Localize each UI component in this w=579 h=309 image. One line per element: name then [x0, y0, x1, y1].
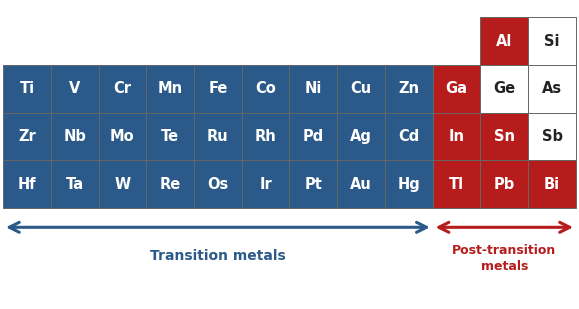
- Text: Cu: Cu: [350, 81, 372, 96]
- Bar: [528, 65, 576, 113]
- Text: Mo: Mo: [110, 129, 135, 144]
- Text: Bi: Bi: [544, 177, 560, 192]
- Text: Pd: Pd: [303, 129, 324, 144]
- Text: Hf: Hf: [17, 177, 36, 192]
- Text: Transition metals: Transition metals: [150, 249, 286, 263]
- Bar: [290, 160, 337, 208]
- Bar: [481, 17, 528, 65]
- Bar: [481, 160, 528, 208]
- Text: Sn: Sn: [494, 129, 515, 144]
- Text: Ru: Ru: [207, 129, 229, 144]
- Bar: [98, 113, 146, 160]
- Text: Ti: Ti: [19, 81, 35, 96]
- Bar: [481, 65, 528, 113]
- Bar: [3, 113, 51, 160]
- Text: Ag: Ag: [350, 129, 372, 144]
- Text: Zr: Zr: [18, 129, 36, 144]
- Text: W: W: [115, 177, 130, 192]
- Bar: [51, 113, 98, 160]
- Text: Os: Os: [207, 177, 229, 192]
- Text: Nb: Nb: [63, 129, 86, 144]
- Text: Cd: Cd: [398, 129, 419, 144]
- Text: Tl: Tl: [449, 177, 464, 192]
- Text: Co: Co: [255, 81, 276, 96]
- Text: V: V: [69, 81, 80, 96]
- Text: As: As: [542, 81, 562, 96]
- Text: Fe: Fe: [208, 81, 228, 96]
- Text: Te: Te: [161, 129, 179, 144]
- Bar: [385, 160, 433, 208]
- Bar: [146, 113, 194, 160]
- Bar: [3, 65, 51, 113]
- Text: Sb: Sb: [541, 129, 563, 144]
- Bar: [290, 113, 337, 160]
- Bar: [528, 113, 576, 160]
- Bar: [337, 160, 385, 208]
- Text: Ga: Ga: [446, 81, 468, 96]
- Text: Hg: Hg: [397, 177, 420, 192]
- Text: Pt: Pt: [305, 177, 323, 192]
- Bar: [242, 160, 290, 208]
- Bar: [385, 65, 433, 113]
- Bar: [242, 113, 290, 160]
- Text: Rh: Rh: [255, 129, 277, 144]
- Bar: [194, 65, 242, 113]
- Text: Zn: Zn: [398, 81, 419, 96]
- Bar: [528, 17, 576, 65]
- Bar: [337, 113, 385, 160]
- Text: Post-transition
metals: Post-transition metals: [452, 244, 556, 273]
- Text: Ta: Ta: [65, 177, 84, 192]
- Bar: [146, 160, 194, 208]
- Text: Ni: Ni: [305, 81, 322, 96]
- Text: In: In: [449, 129, 464, 144]
- Text: Pb: Pb: [494, 177, 515, 192]
- Text: Cr: Cr: [113, 81, 131, 96]
- Text: Al: Al: [496, 34, 512, 49]
- Bar: [433, 113, 481, 160]
- Bar: [98, 65, 146, 113]
- Bar: [481, 113, 528, 160]
- Bar: [528, 160, 576, 208]
- Text: Mn: Mn: [157, 81, 183, 96]
- Text: Si: Si: [544, 34, 560, 49]
- Bar: [3, 160, 51, 208]
- Bar: [433, 160, 481, 208]
- Bar: [433, 65, 481, 113]
- Bar: [51, 65, 98, 113]
- Text: Au: Au: [350, 177, 372, 192]
- Text: Ir: Ir: [259, 177, 272, 192]
- Bar: [98, 160, 146, 208]
- Bar: [194, 113, 242, 160]
- Bar: [51, 160, 98, 208]
- Bar: [146, 65, 194, 113]
- Text: Re: Re: [160, 177, 181, 192]
- Bar: [337, 65, 385, 113]
- Bar: [385, 113, 433, 160]
- Bar: [194, 160, 242, 208]
- Bar: [242, 65, 290, 113]
- Text: Ge: Ge: [493, 81, 515, 96]
- Bar: [290, 65, 337, 113]
